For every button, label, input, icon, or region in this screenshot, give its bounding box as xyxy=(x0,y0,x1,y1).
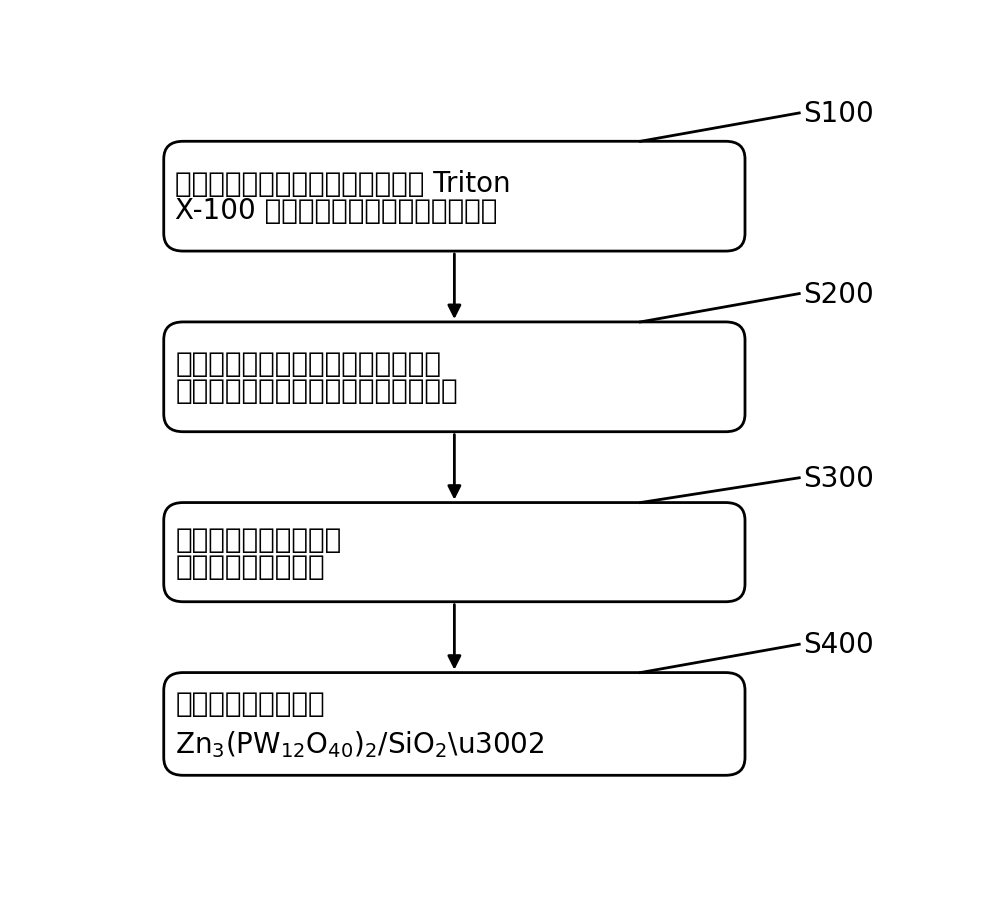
Text: S200: S200 xyxy=(803,280,874,308)
FancyBboxPatch shape xyxy=(164,503,745,602)
Text: 干燥，得到干凝胶。: 干燥，得到干凝胶。 xyxy=(175,552,325,580)
FancyBboxPatch shape xyxy=(164,323,745,432)
Text: S400: S400 xyxy=(803,630,874,659)
Text: 将凝胶进行煞烧、升温: 将凝胶进行煞烧、升温 xyxy=(175,525,342,553)
FancyBboxPatch shape xyxy=(164,673,745,776)
Text: X-100 混合搅拌均匀，得到混合溶液。: X-100 混合搅拌均匀，得到混合溶液。 xyxy=(175,197,498,224)
Text: 将干凝胶研碎，得到: 将干凝胶研碎，得到 xyxy=(175,689,325,717)
Text: $\mathrm{Zn_3(PW_{12}O_{40})_2/SiO_2}$\u3002: $\mathrm{Zn_3(PW_{12}O_{40})_2/SiO_2}$\u… xyxy=(175,729,545,759)
FancyBboxPatch shape xyxy=(164,142,745,252)
Text: 将硬酸四乙酩、无水乙醇、硒酸和 Triton: 将硬酸四乙酩、无水乙醇、硒酸和 Triton xyxy=(175,169,511,198)
Text: 将混合溶液进行振荝处理后，加入磷: 将混合溶液进行振荝处理后，加入磷 xyxy=(175,350,441,378)
Text: S100: S100 xyxy=(803,100,874,128)
Text: 錨酸和六水合硒酸锃，静置得到凝胶。: 錨酸和六水合硒酸锃，静置得到凝胶。 xyxy=(175,377,458,405)
Text: S300: S300 xyxy=(803,464,874,493)
